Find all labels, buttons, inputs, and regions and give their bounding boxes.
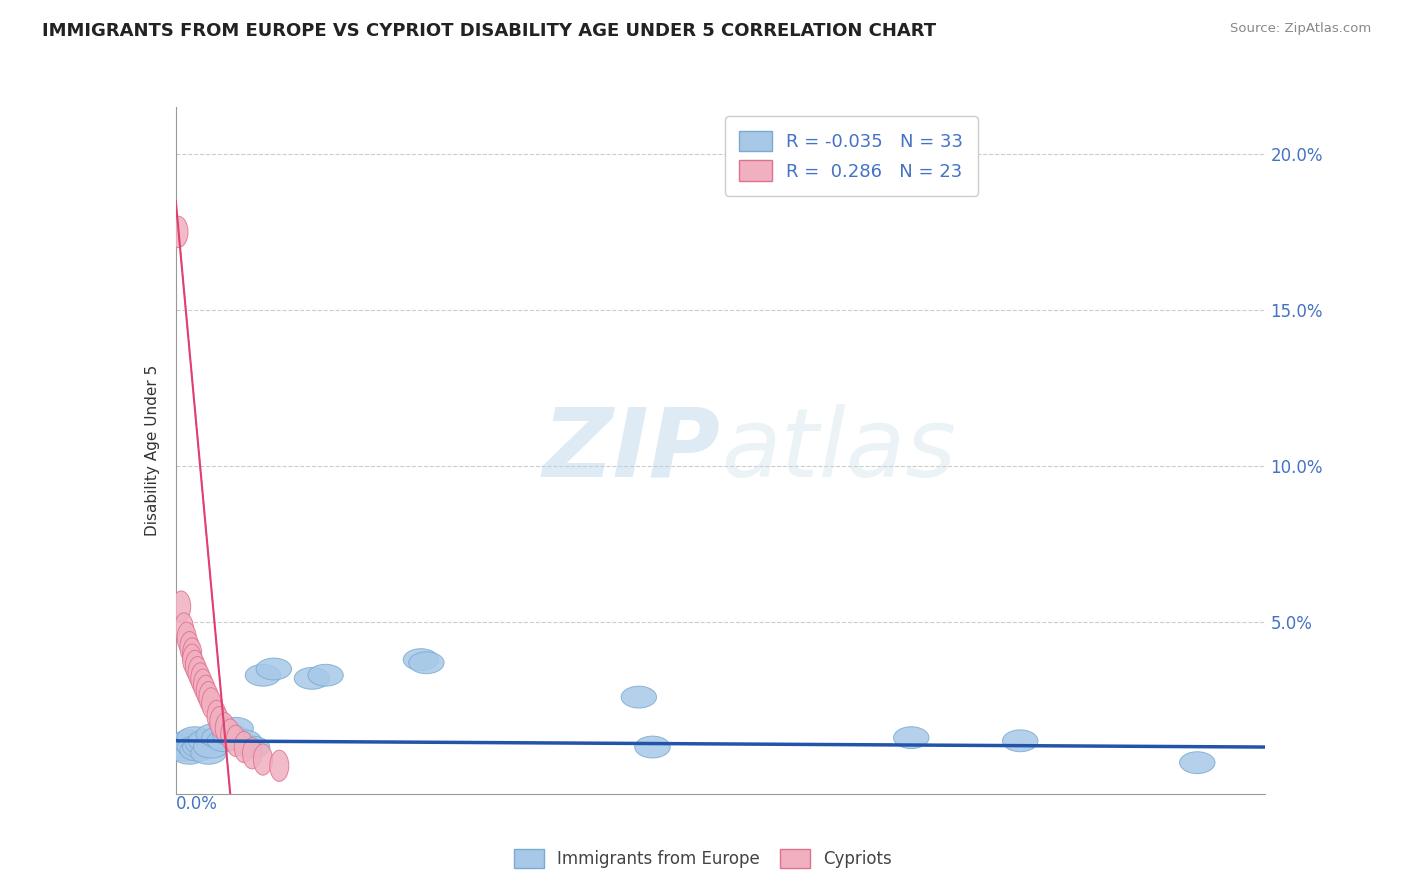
Ellipse shape xyxy=(172,591,191,623)
Ellipse shape xyxy=(198,681,218,713)
Ellipse shape xyxy=(634,736,671,758)
Ellipse shape xyxy=(191,663,209,694)
Ellipse shape xyxy=(163,733,198,755)
Ellipse shape xyxy=(621,686,657,708)
Ellipse shape xyxy=(221,719,240,750)
Ellipse shape xyxy=(197,675,215,706)
Ellipse shape xyxy=(1002,730,1038,752)
Ellipse shape xyxy=(226,725,245,756)
Ellipse shape xyxy=(207,730,242,752)
Ellipse shape xyxy=(218,717,253,739)
Ellipse shape xyxy=(215,713,235,744)
Ellipse shape xyxy=(197,723,232,746)
Ellipse shape xyxy=(177,623,197,653)
Ellipse shape xyxy=(191,742,226,764)
Ellipse shape xyxy=(308,665,343,686)
Ellipse shape xyxy=(226,730,262,752)
Legend: R = -0.035   N = 33, R =  0.286   N = 23: R = -0.035 N = 33, R = 0.286 N = 23 xyxy=(725,116,977,195)
Ellipse shape xyxy=(172,742,207,764)
Ellipse shape xyxy=(183,638,201,669)
Ellipse shape xyxy=(1180,752,1215,773)
Text: 0.0%: 0.0% xyxy=(176,795,218,813)
Text: Source: ZipAtlas.com: Source: ZipAtlas.com xyxy=(1230,22,1371,36)
Ellipse shape xyxy=(188,657,207,688)
Ellipse shape xyxy=(188,730,224,752)
Ellipse shape xyxy=(186,650,204,681)
Ellipse shape xyxy=(235,736,270,758)
Ellipse shape xyxy=(242,738,262,769)
Ellipse shape xyxy=(894,727,929,748)
Ellipse shape xyxy=(174,733,209,755)
Ellipse shape xyxy=(177,736,212,758)
Ellipse shape xyxy=(180,632,198,663)
Ellipse shape xyxy=(253,744,273,775)
Y-axis label: Disability Age Under 5: Disability Age Under 5 xyxy=(145,365,160,536)
Ellipse shape xyxy=(172,730,207,752)
Text: atlas: atlas xyxy=(721,404,956,497)
Legend: Immigrants from Europe, Cypriots: Immigrants from Europe, Cypriots xyxy=(508,842,898,875)
Ellipse shape xyxy=(194,736,229,758)
Ellipse shape xyxy=(201,688,221,719)
Ellipse shape xyxy=(180,739,215,761)
Ellipse shape xyxy=(256,658,291,680)
Ellipse shape xyxy=(245,665,281,686)
Ellipse shape xyxy=(235,731,253,763)
Ellipse shape xyxy=(201,727,238,748)
Ellipse shape xyxy=(174,613,194,644)
Ellipse shape xyxy=(270,750,288,781)
Ellipse shape xyxy=(194,669,212,700)
Text: ZIP: ZIP xyxy=(543,404,721,497)
Ellipse shape xyxy=(169,736,204,758)
Ellipse shape xyxy=(183,736,218,758)
Ellipse shape xyxy=(177,727,212,748)
Ellipse shape xyxy=(166,739,201,761)
Ellipse shape xyxy=(209,706,229,738)
Ellipse shape xyxy=(404,648,439,671)
Ellipse shape xyxy=(183,644,201,675)
Ellipse shape xyxy=(169,216,188,247)
Ellipse shape xyxy=(186,733,221,755)
Ellipse shape xyxy=(409,652,444,673)
Ellipse shape xyxy=(212,723,247,746)
Text: IMMIGRANTS FROM EUROPE VS CYPRIOT DISABILITY AGE UNDER 5 CORRELATION CHART: IMMIGRANTS FROM EUROPE VS CYPRIOT DISABI… xyxy=(42,22,936,40)
Ellipse shape xyxy=(207,700,226,731)
Ellipse shape xyxy=(160,736,197,758)
Ellipse shape xyxy=(294,667,329,690)
